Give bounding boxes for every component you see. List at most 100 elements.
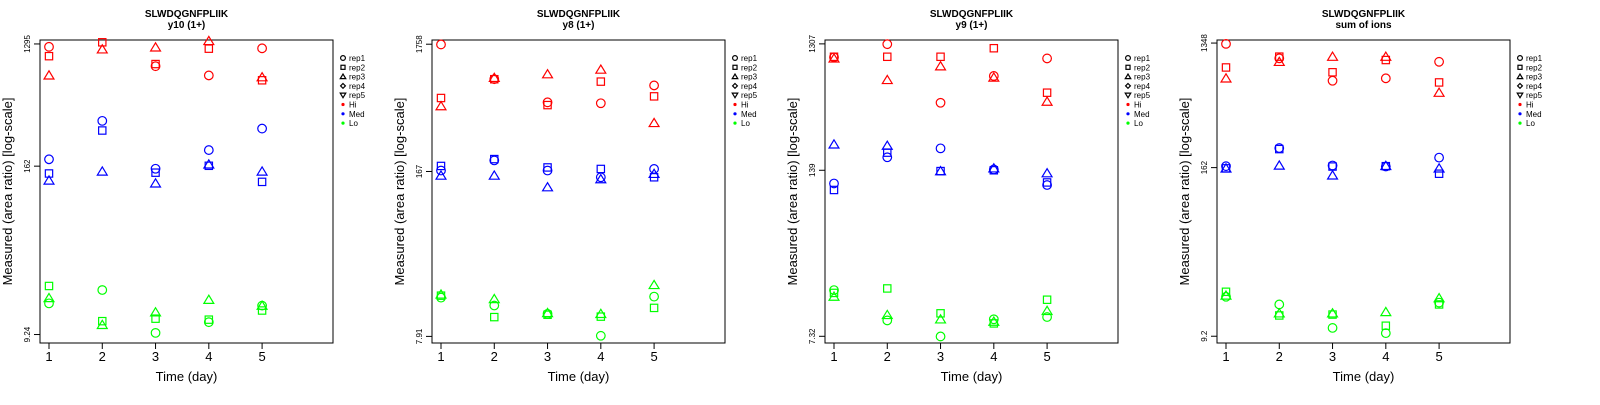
data-point-med-rep3 <box>149 177 162 188</box>
legend-marker-lo <box>1518 121 1522 125</box>
y-axis-label: Measured (area ratio) [log-scale] <box>392 98 407 286</box>
x-tick-label: 2 <box>884 349 891 364</box>
legend-label: rep1 <box>349 54 366 63</box>
data-point-med-rep2 <box>1434 169 1444 178</box>
data-point-hi-rep3 <box>594 63 607 74</box>
legend-label: Med <box>349 110 365 119</box>
x-tick-label: 4 <box>990 349 997 364</box>
legend-label: rep1 <box>741 54 758 63</box>
y-axis-label: Measured (area ratio) [log-scale] <box>1177 98 1192 286</box>
data-point-hi-rep3 <box>149 41 162 52</box>
data-point-hi-rep3 <box>434 100 448 111</box>
legend-label: rep3 <box>1134 73 1151 82</box>
data-point-lo-rep2 <box>596 312 606 321</box>
y-tick-label: 167 <box>415 164 424 178</box>
legend-marker-rep2 <box>732 64 738 70</box>
data-point-med-rep1 <box>542 165 553 176</box>
y-tick-label: 162 <box>23 159 32 173</box>
y-tick-label: 7.32 <box>808 328 817 344</box>
data-point-lo-rep2 <box>204 315 214 324</box>
data-point-med-rep1 <box>436 165 446 176</box>
data-point-lo-rep3 <box>96 319 109 330</box>
legend-label: Hi <box>349 101 357 110</box>
data-point-lo-rep3 <box>1326 307 1339 318</box>
y-tick-label: 1307 <box>808 34 817 52</box>
data-point-lo-rep3 <box>881 309 894 320</box>
data-point-med-rep1 <box>150 163 161 174</box>
x-tick-label: 4 <box>205 349 212 364</box>
data-point-lo-rep1 <box>203 317 214 328</box>
data-point-med-rep2 <box>1275 144 1284 154</box>
legend-label: rep4 <box>741 82 758 91</box>
data-point-hi-rep1 <box>150 61 161 72</box>
legend-label: rep1 <box>1526 54 1543 63</box>
chart-subtitle: sum of ions <box>1335 20 1392 31</box>
legend-marker-hi <box>341 102 345 107</box>
data-point-med-rep2 <box>1042 178 1052 187</box>
legend-marker-rep3 <box>339 72 347 80</box>
data-point-hi-rep3 <box>1379 50 1392 61</box>
data-point-med-rep3 <box>256 165 269 176</box>
x-tick-label: 2 <box>491 349 498 364</box>
y-tick-label: 139 <box>808 163 817 177</box>
data-point-lo-rep3 <box>541 307 554 318</box>
data-point-med-rep3 <box>96 165 109 176</box>
data-point-hi-rep2 <box>989 43 999 53</box>
x-tick-label: 1 <box>45 349 52 364</box>
data-point-lo-rep2 <box>151 314 160 323</box>
data-point-med-rep1 <box>1042 180 1052 190</box>
legend-marker-rep1 <box>1124 54 1131 61</box>
data-point-med-rep3 <box>1433 162 1446 173</box>
x-tick-label: 3 <box>937 349 944 364</box>
data-point-hi-rep2 <box>44 51 54 61</box>
x-tick-label: 1 <box>437 349 444 364</box>
legend-marker-rep5 <box>1124 92 1132 99</box>
data-point-lo-rep1 <box>1327 323 1338 333</box>
data-point-med-rep3 <box>827 138 841 149</box>
data-point-lo-rep2 <box>883 284 892 293</box>
x-tick-label: 5 <box>258 349 265 364</box>
legend-label: rep2 <box>349 63 366 72</box>
legend-label: rep3 <box>1526 73 1543 82</box>
legend-marker-rep5 <box>1516 92 1524 99</box>
data-point-hi-rep2 <box>936 52 945 62</box>
data-point-lo-rep3 <box>202 294 215 304</box>
data-point-lo-rep3 <box>488 293 501 304</box>
data-point-lo-rep3 <box>987 315 1000 326</box>
data-point-hi-rep1 <box>1042 53 1052 64</box>
x-tick-label: 2 <box>99 349 106 364</box>
data-point-lo-rep2 <box>1042 295 1052 304</box>
data-point-hi-rep1 <box>1274 53 1285 64</box>
legend-label: rep5 <box>1526 91 1543 100</box>
data-point-lo-rep2 <box>44 281 54 291</box>
data-point-lo-rep2 <box>490 312 499 322</box>
legend-label: rep3 <box>741 73 758 82</box>
data-point-med-rep2 <box>44 169 54 178</box>
data-point-hi-rep2 <box>151 59 160 69</box>
legend-marker-hi <box>1518 102 1522 107</box>
y-tick-label: 1348 <box>1200 34 1209 52</box>
data-point-hi-rep3 <box>1326 50 1339 61</box>
data-point-hi-rep3 <box>1219 72 1233 83</box>
legend-marker-med <box>1126 112 1130 116</box>
data-point-med-rep3 <box>648 168 661 179</box>
data-point-med-rep3 <box>987 162 1000 173</box>
data-point-hi-rep1 <box>1380 73 1391 84</box>
data-point-lo-rep1 <box>649 291 659 302</box>
data-point-med-rep3 <box>1273 159 1286 170</box>
legend-marker-rep4 <box>1516 82 1524 90</box>
data-point-lo-rep2 <box>829 288 839 298</box>
data-point-lo-rep1 <box>882 315 893 326</box>
data-point-hi-rep3 <box>1433 86 1446 97</box>
data-point-hi-rep3 <box>648 117 661 128</box>
data-point-med-rep3 <box>202 158 215 169</box>
data-point-med-rep2 <box>596 164 606 174</box>
data-point-hi-rep2 <box>1221 63 1231 72</box>
legend-marker-med <box>733 112 737 116</box>
legend-marker-rep1 <box>1516 54 1523 61</box>
chart-subtitle: y8 (1+) <box>563 20 595 31</box>
data-point-lo-rep3 <box>594 308 607 319</box>
data-point-med-rep3 <box>1219 162 1233 173</box>
